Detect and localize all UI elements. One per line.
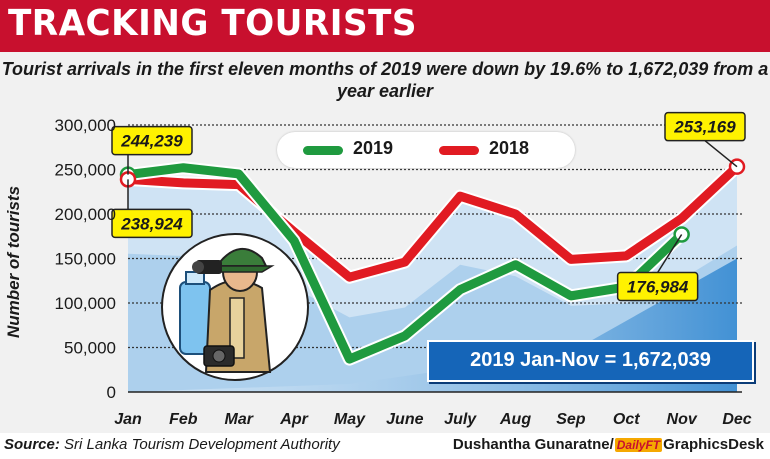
legend-swatch-2019 xyxy=(303,146,343,155)
x-tick-label: May xyxy=(334,411,366,428)
series-line-2018 xyxy=(123,162,742,282)
credit-name: Dushantha Gunaratne/ xyxy=(452,436,614,453)
legend-label-2019: 2019 xyxy=(353,138,394,158)
callout-box xyxy=(111,208,193,239)
x-tick-label: Feb xyxy=(169,411,198,428)
source-note: Source: Sri Lanka Tourism Development Au… xyxy=(4,436,340,453)
x-tick-label: Oct xyxy=(613,411,640,428)
y-axis-label: Number of tourists xyxy=(4,186,23,338)
source-label: Source: xyxy=(4,436,60,453)
credit: Dushantha Gunaratne/DailyFT GraphicsDesk xyxy=(453,436,764,453)
y-tick-label: 300,000 xyxy=(55,116,116,135)
y-tick-label: 250,000 xyxy=(55,161,116,180)
y-tick-label: 100,000 xyxy=(55,294,116,313)
x-tick-label: Mar xyxy=(225,411,254,428)
series-line-2019 xyxy=(123,163,687,364)
logo-ft: FT xyxy=(645,438,661,452)
y-tick-label: 0 xyxy=(107,383,116,402)
y-tick-label: 50,000 xyxy=(64,339,116,358)
x-tick-label: June xyxy=(386,411,423,428)
callout-box xyxy=(111,125,193,156)
credit-desk: GraphicsDesk xyxy=(663,436,764,453)
x-tick-label: Dec xyxy=(722,411,751,428)
series-layer: 244,239 238,924 176,984 253,169 xyxy=(111,111,746,366)
callout-pointer xyxy=(704,140,738,168)
header-banner: TRACKING TOURISTS xyxy=(0,0,770,52)
x-tick-label: Jan xyxy=(114,411,142,428)
axes: 0 50,000 100,000 150,000 200,000 250,000 300,0… xyxy=(4,116,752,428)
data-label: 244,239 xyxy=(120,132,183,151)
chart-legend: 2019 2018 xyxy=(277,132,575,168)
y-tick-label: 150,000 xyxy=(55,250,116,269)
tourist-with-camera-icon xyxy=(161,233,309,381)
data-label: 176,984 xyxy=(627,277,689,296)
chart-title: Tourist arrivals in the first eleven mon… xyxy=(1,59,769,101)
callout-box xyxy=(616,271,699,302)
callout-box xyxy=(664,111,746,142)
x-tick-label: Sep xyxy=(556,411,586,428)
callout-pointer xyxy=(657,234,683,273)
page-title: TRACKING TOURISTS xyxy=(8,3,417,44)
total-summary-text: 2019 Jan-Nov = 1,672,039 xyxy=(470,349,711,371)
x-tick-label: July xyxy=(444,411,477,428)
legend-swatch-2018 xyxy=(439,146,479,155)
x-tick-label: Apr xyxy=(279,411,308,428)
logo-daily: Daily xyxy=(616,438,646,452)
daily-ft-logo: DailyFT xyxy=(614,438,663,452)
legend-label-2018: 2018 xyxy=(489,138,530,158)
x-tick-label: Aug xyxy=(499,411,531,428)
data-label: 253,169 xyxy=(673,118,736,137)
x-tick-label: Nov xyxy=(667,411,698,428)
data-label: 238,924 xyxy=(120,214,183,233)
y-tick-label: 200,000 xyxy=(55,205,116,224)
source-text: Sri Lanka Tourism Development Authority xyxy=(59,436,340,453)
total-summary-box: 2019 Jan-Nov = 1,672,039 xyxy=(427,340,754,382)
